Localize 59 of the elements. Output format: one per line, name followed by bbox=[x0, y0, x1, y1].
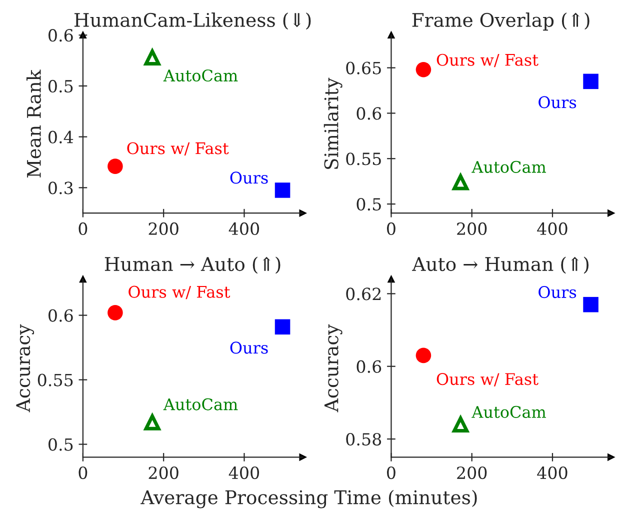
y-tick-label: 0.62 bbox=[346, 288, 381, 300]
series-label: AutoCam bbox=[163, 398, 238, 410]
chart-title: Auto → Human (⇑) bbox=[412, 256, 589, 274]
point bbox=[108, 305, 123, 320]
x-tick-label: 200 bbox=[457, 222, 487, 236]
chart-title: HumanCam-Likeness (⇓) bbox=[74, 12, 311, 30]
y-tick-label: 0.6 bbox=[356, 360, 382, 373]
y-tick-label: 0.5 bbox=[48, 438, 73, 451]
series-label: Ours bbox=[230, 342, 268, 354]
point bbox=[583, 296, 598, 312]
y-tick-label: 0.5 bbox=[356, 198, 381, 211]
x-tick-label: 0 bbox=[78, 466, 88, 480]
y-tick-label: 0.58 bbox=[346, 432, 382, 446]
x-tick-label: 400 bbox=[228, 466, 260, 480]
y-tick-label: 0.4 bbox=[48, 130, 74, 144]
series-label: Ours w/ Fast bbox=[436, 54, 538, 68]
y-tick-label: 0.6 bbox=[356, 107, 382, 120]
y-tick-label: 0.5 bbox=[48, 80, 73, 93]
point bbox=[144, 49, 160, 66]
series-label: Ours w/ Fast bbox=[127, 142, 229, 156]
point bbox=[452, 174, 469, 190]
series-label: Ours bbox=[538, 96, 576, 108]
point bbox=[416, 348, 432, 364]
y-tick-label: 0.65 bbox=[346, 62, 381, 74]
y-tick-label: 0.3 bbox=[48, 182, 73, 194]
x-tick-label: 400 bbox=[537, 222, 568, 236]
series-label: Ours bbox=[230, 172, 268, 184]
x-tick-label: 0 bbox=[387, 222, 396, 236]
x-tick-label: 400 bbox=[537, 466, 568, 480]
y-axis-title: Similarity bbox=[324, 78, 342, 169]
series-label: Ours w/ Fast bbox=[128, 286, 230, 300]
chart-title: Frame Overlap (⇑) bbox=[412, 12, 590, 31]
point bbox=[274, 319, 290, 335]
series-label: AutoCam bbox=[472, 160, 546, 173]
point bbox=[274, 182, 290, 198]
series-label: AutoCam bbox=[472, 406, 546, 418]
x-tick-label: 0 bbox=[387, 466, 396, 480]
y-axis-title: Accuracy bbox=[324, 324, 342, 412]
point bbox=[452, 416, 469, 432]
point bbox=[583, 74, 598, 90]
y-axis-title: Mean Rank bbox=[26, 70, 41, 178]
y-tick-label: 0.55 bbox=[346, 152, 381, 166]
x-tick-label: 400 bbox=[228, 222, 260, 236]
point bbox=[108, 158, 123, 174]
x-tick-label: 0 bbox=[78, 222, 88, 236]
y-tick-label: 0.55 bbox=[38, 374, 73, 386]
x-axis-title: Average Processing Time (minutes) bbox=[140, 490, 477, 508]
x-tick-label: 200 bbox=[148, 466, 178, 480]
x-tick-label: 200 bbox=[148, 222, 178, 236]
point bbox=[416, 62, 432, 78]
y-axis-title: Accuracy bbox=[16, 324, 34, 412]
series-label: Ours bbox=[538, 286, 576, 298]
y-tick-label: 0.6 bbox=[48, 29, 73, 42]
y-tick-label: 0.6 bbox=[48, 309, 73, 322]
chart-title: Human → Auto (⇑) bbox=[104, 256, 280, 274]
x-tick-label: 200 bbox=[457, 466, 487, 480]
series-label: AutoCam bbox=[163, 69, 238, 82]
series-label: Ours w/ Fast bbox=[436, 373, 538, 386]
point bbox=[144, 414, 160, 430]
